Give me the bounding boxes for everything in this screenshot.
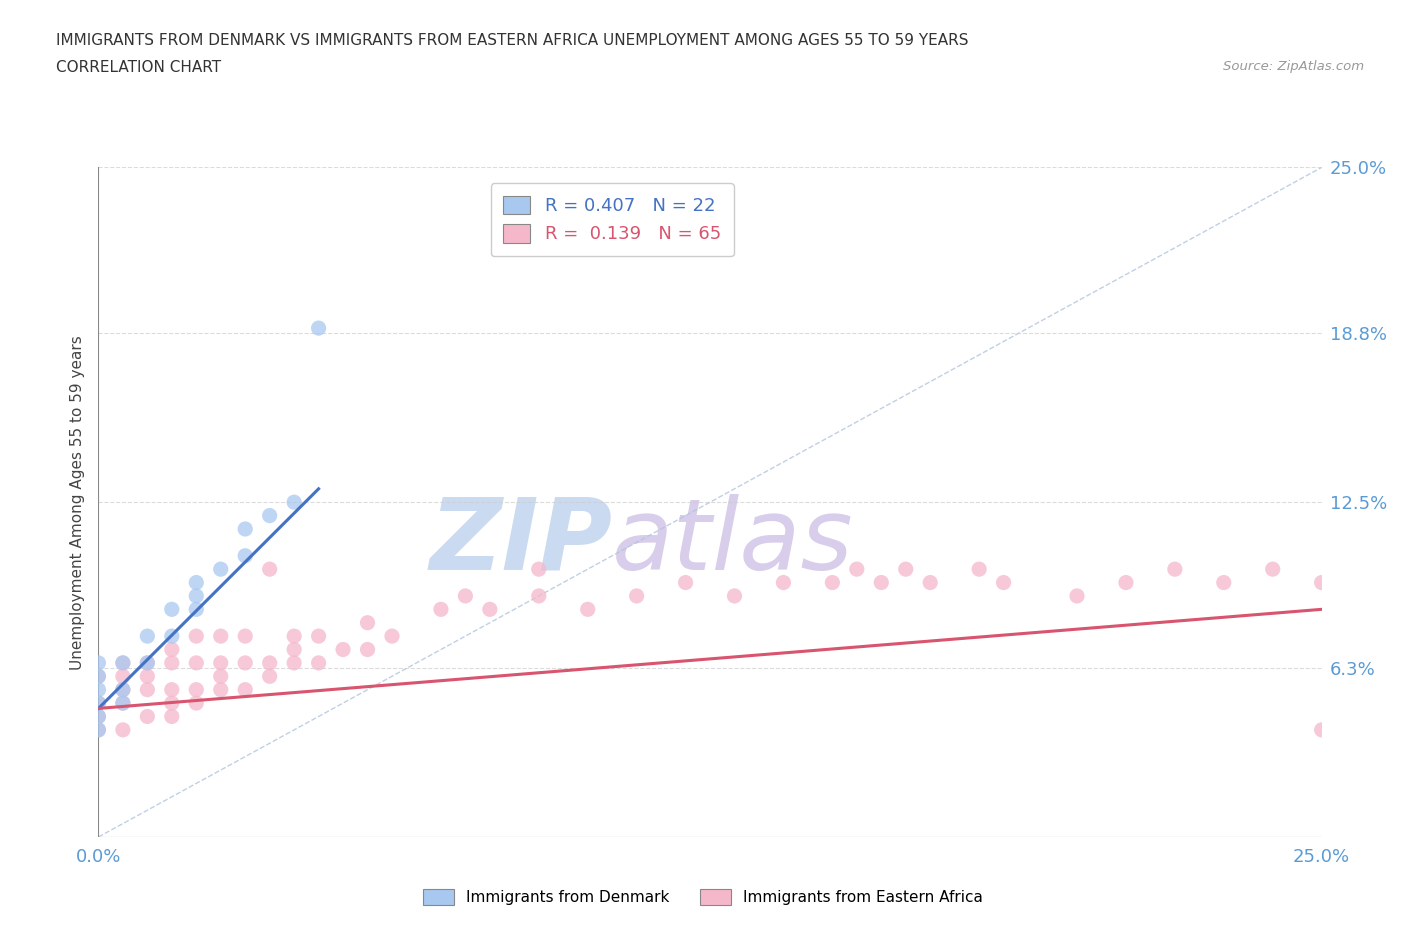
Point xyxy=(160,696,183,711)
Point xyxy=(332,642,354,657)
Point xyxy=(527,589,550,604)
Point xyxy=(87,683,110,698)
Point xyxy=(308,629,330,644)
Point xyxy=(576,602,599,617)
Point xyxy=(1164,562,1187,577)
Point xyxy=(111,696,134,711)
Point xyxy=(993,575,1015,590)
Point xyxy=(356,642,378,657)
Point xyxy=(160,656,183,671)
Point xyxy=(845,562,868,577)
Point xyxy=(186,656,208,671)
Point xyxy=(87,709,110,724)
Point xyxy=(111,683,134,698)
Point xyxy=(87,656,110,671)
Point xyxy=(111,723,134,737)
Point xyxy=(478,602,501,617)
Point xyxy=(209,562,232,577)
Point xyxy=(136,709,159,724)
Point xyxy=(259,562,281,577)
Point xyxy=(186,589,208,604)
Text: IMMIGRANTS FROM DENMARK VS IMMIGRANTS FROM EASTERN AFRICA UNEMPLOYMENT AMONG AGE: IMMIGRANTS FROM DENMARK VS IMMIGRANTS FR… xyxy=(56,33,969,47)
Point xyxy=(1212,575,1234,590)
Point xyxy=(160,602,183,617)
Point xyxy=(1115,575,1137,590)
Point xyxy=(430,602,453,617)
Point xyxy=(723,589,745,604)
Point xyxy=(186,575,208,590)
Point xyxy=(675,575,697,590)
Point xyxy=(356,616,378,631)
Point xyxy=(233,629,256,644)
Point xyxy=(233,549,256,564)
Point xyxy=(87,696,110,711)
Point xyxy=(283,656,305,671)
Point xyxy=(136,656,159,671)
Point xyxy=(209,629,232,644)
Point xyxy=(1310,723,1333,737)
Point xyxy=(233,522,256,537)
Point xyxy=(186,696,208,711)
Legend: Immigrants from Denmark, Immigrants from Eastern Africa: Immigrants from Denmark, Immigrants from… xyxy=(416,882,990,913)
Text: ZIP: ZIP xyxy=(429,494,612,591)
Point xyxy=(209,683,232,698)
Point xyxy=(111,656,134,671)
Text: atlas: atlas xyxy=(612,494,853,591)
Point xyxy=(821,575,844,590)
Point xyxy=(160,709,183,724)
Point xyxy=(527,562,550,577)
Point xyxy=(772,575,794,590)
Point xyxy=(308,656,330,671)
Text: CORRELATION CHART: CORRELATION CHART xyxy=(56,60,221,75)
Point xyxy=(967,562,990,577)
Point xyxy=(136,629,159,644)
Point xyxy=(87,696,110,711)
Point xyxy=(1310,575,1333,590)
Point xyxy=(87,723,110,737)
Point xyxy=(209,669,232,684)
Point xyxy=(381,629,404,644)
Text: Source: ZipAtlas.com: Source: ZipAtlas.com xyxy=(1223,60,1364,73)
Point xyxy=(259,669,281,684)
Point xyxy=(87,669,110,684)
Point xyxy=(111,669,134,684)
Point xyxy=(283,495,305,510)
Point xyxy=(626,589,648,604)
Point xyxy=(160,642,183,657)
Point xyxy=(186,629,208,644)
Point xyxy=(233,683,256,698)
Point xyxy=(136,683,159,698)
Point xyxy=(454,589,477,604)
Point xyxy=(209,656,232,671)
Point xyxy=(136,656,159,671)
Point xyxy=(1261,562,1284,577)
Legend: R = 0.407   N = 22, R =  0.139   N = 65: R = 0.407 N = 22, R = 0.139 N = 65 xyxy=(491,183,734,256)
Point xyxy=(111,696,134,711)
Point xyxy=(259,508,281,523)
Point xyxy=(894,562,917,577)
Point xyxy=(160,629,183,644)
Point xyxy=(160,683,183,698)
Point xyxy=(283,629,305,644)
Point xyxy=(87,723,110,737)
Point xyxy=(87,709,110,724)
Point xyxy=(136,669,159,684)
Point xyxy=(233,656,256,671)
Y-axis label: Unemployment Among Ages 55 to 59 years: Unemployment Among Ages 55 to 59 years xyxy=(69,335,84,670)
Point xyxy=(186,602,208,617)
Point xyxy=(1066,589,1088,604)
Point xyxy=(87,669,110,684)
Point xyxy=(870,575,893,590)
Point xyxy=(186,683,208,698)
Point xyxy=(308,321,330,336)
Point xyxy=(920,575,942,590)
Point xyxy=(111,683,134,698)
Point xyxy=(283,642,305,657)
Point xyxy=(111,656,134,671)
Point xyxy=(259,656,281,671)
